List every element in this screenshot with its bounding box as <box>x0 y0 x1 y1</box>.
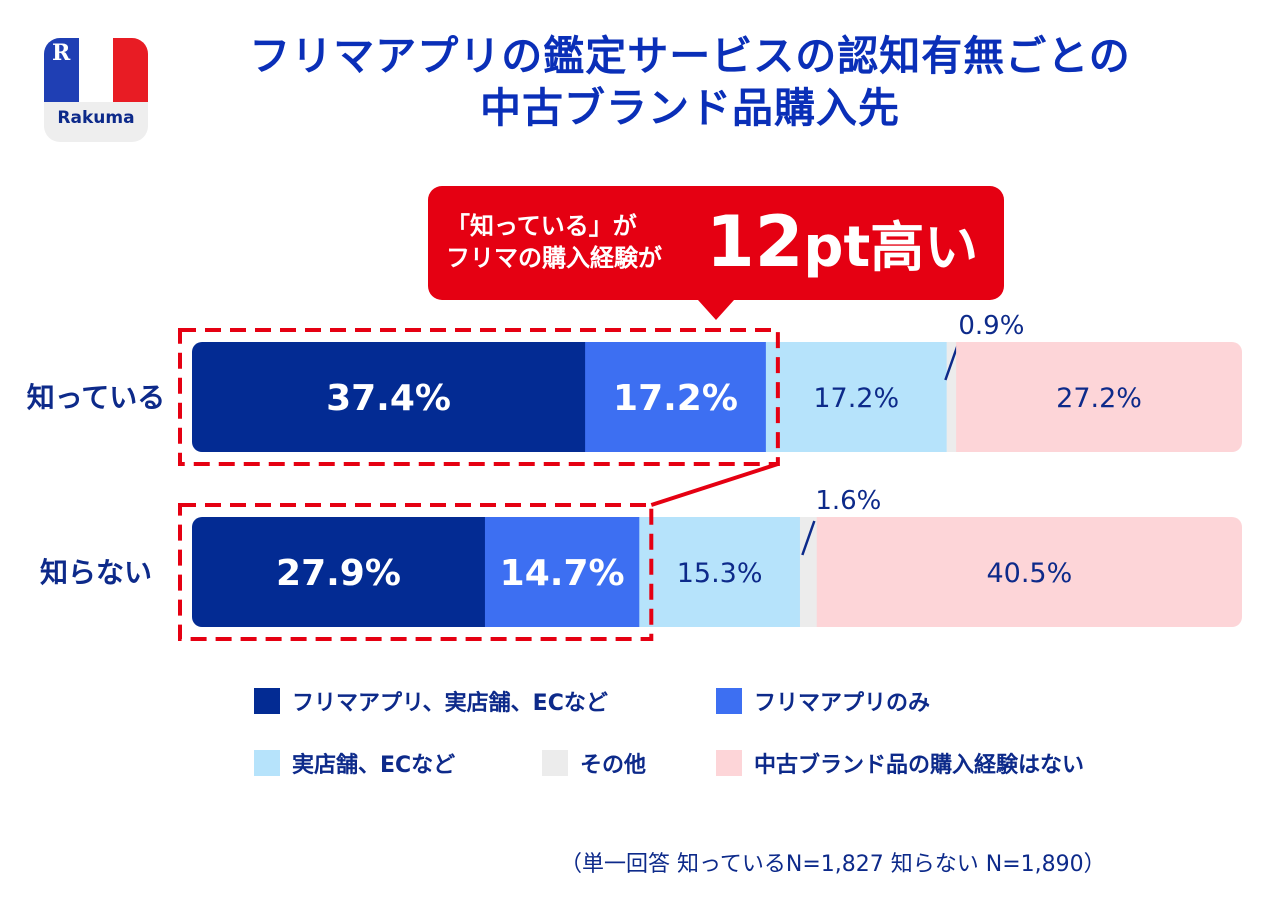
callout-unit: pt <box>803 215 871 280</box>
chart-title-line1: フリマアプリの鑑定サービスの認知有無ごとの <box>249 32 1131 80</box>
legend-label: その他 <box>580 753 647 778</box>
value-label: 40.5% <box>986 558 1072 589</box>
legend-item-other: その他 <box>542 747 646 779</box>
value-label: 14.7% <box>500 553 625 594</box>
callout-suffix: 高い <box>870 216 979 279</box>
callout-line1: 「知っている」が <box>446 212 637 240</box>
footnote: （単一回答 知っているN=1,827 知らない N=1,890） <box>560 852 1106 877</box>
legend-item-flea-only: フリマアプリのみ <box>716 685 930 717</box>
bar-segment-0-4 <box>956 342 1242 452</box>
logo-r-mark: R <box>52 40 71 66</box>
value-label: 27.9% <box>276 553 401 594</box>
legend-item-no-experience: 中古ブランド品の購入経験はない <box>716 747 1084 779</box>
value-label: 17.2% <box>613 378 738 419</box>
value-label: 37.4% <box>326 378 451 419</box>
bar-segment-0-0 <box>192 342 586 452</box>
value-label: 27.2% <box>1056 383 1142 414</box>
bar-segment-0-2 <box>765 342 948 452</box>
bar-segment-1-3 <box>799 517 818 627</box>
legend-swatch <box>254 688 280 714</box>
highlight-box-0 <box>178 328 780 466</box>
category-label: 知らない <box>40 556 152 589</box>
value-label: 15.3% <box>677 558 763 589</box>
callout-text: 「知っている」が フリマの購入経験が <box>446 210 662 274</box>
highlight-connector <box>650 462 779 507</box>
rakuma-logo: R Rakuma <box>44 38 148 142</box>
highlight-callout: 「知っている」が フリマの購入経験が 12pt高い <box>428 186 1004 320</box>
bar-segment-0-3 <box>946 342 957 452</box>
french-flag-icon <box>44 38 148 102</box>
category-label: 知っている <box>27 381 166 414</box>
chart-title: フリマアプリの鑑定サービスの認知有無ごとの 中古ブランド品購入先 <box>180 30 1200 134</box>
leader-line <box>801 520 816 556</box>
bar-segment-1-1 <box>484 517 640 627</box>
value-label: 0.9% <box>958 311 1024 341</box>
legend-swatch <box>716 750 742 776</box>
legend-swatch <box>716 688 742 714</box>
legend-swatch <box>254 750 280 776</box>
leader-line <box>944 345 959 381</box>
legend-label: フリマアプリ、実店舗、ECなど <box>292 691 608 716</box>
callout-highlight: 12pt高い <box>706 198 978 292</box>
bar-segment-1-2 <box>639 517 801 627</box>
chart-title-line2: 中古ブランド品購入先 <box>480 84 900 132</box>
bar-segment-1-0 <box>192 517 486 627</box>
highlight-box-1 <box>178 503 654 641</box>
logo-brand-text: Rakuma <box>57 108 135 128</box>
callout-value: 12 <box>706 201 804 283</box>
legend-swatch <box>542 750 568 776</box>
callout-line2: フリマの購入経験が <box>446 244 662 272</box>
value-label: 17.2% <box>813 383 899 414</box>
legend-item-store-ec: 実店舗、ECなど <box>254 747 455 779</box>
bar-segment-1-4 <box>816 517 1242 627</box>
legend-label: 中古ブランド品の購入経験はない <box>754 753 1085 778</box>
bar-segment-0-1 <box>585 342 767 452</box>
value-label: 1.6% <box>815 486 881 516</box>
legend-item-flea-store-ec: フリマアプリ、実店舗、ECなど <box>254 685 608 717</box>
legend-label: 実店舗、ECなど <box>292 753 456 778</box>
legend-label: フリマアプリのみ <box>754 691 931 716</box>
